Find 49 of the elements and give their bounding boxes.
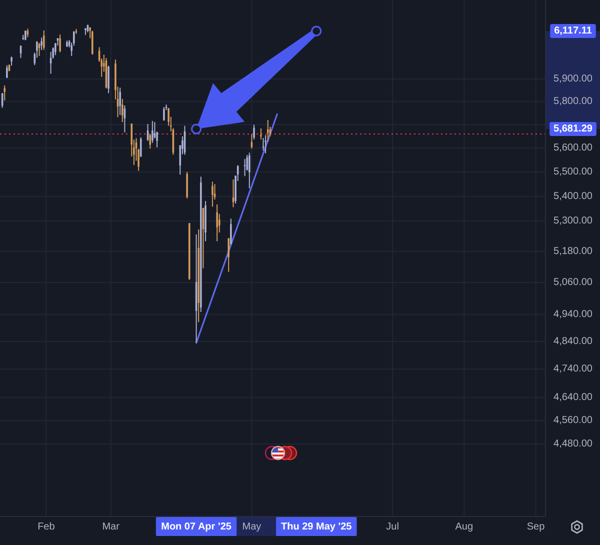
y-tick-label: 5,300.00 — [554, 216, 593, 227]
y-tick-label: 4,480.00 — [554, 438, 593, 450]
y-tick-label: 6,117.11 — [554, 26, 592, 37]
candlestick — [264, 134, 266, 154]
candlestick — [34, 52, 36, 66]
candlestick — [253, 124, 255, 140]
y-tick-label: 5,800.00 — [554, 96, 593, 108]
y-tick-label: 5,900.00 — [554, 73, 593, 84]
x-tick-label: Jul — [386, 522, 399, 532]
candlestick — [42, 30, 45, 50]
candlestick — [186, 172, 188, 200]
candlestick — [40, 37, 42, 51]
x-tick-label: Mon 07 Apr '25 — [161, 522, 232, 532]
candlestick — [119, 87, 121, 116]
candlestick — [266, 120, 269, 142]
y-tick-label: 5,180.00 — [554, 246, 593, 257]
x-tick-label: Thu 29 May '25 — [281, 522, 352, 532]
y-tick-label: 4,940.00 — [554, 308, 593, 320]
y-tick-label: 4,740.00 — [554, 364, 593, 375]
candlestick — [228, 238, 230, 272]
candlestick — [59, 34, 61, 53]
y-tick-label: 4,840.00 — [554, 336, 593, 347]
y-tick-label: 5,500.00 — [554, 166, 593, 178]
candlestick — [152, 120, 154, 144]
candlestick — [4, 84, 6, 101]
candlestick — [140, 136, 142, 158]
x-tick-label: Aug — [455, 522, 474, 532]
x-tick-label: Mar — [102, 522, 120, 532]
candlestick — [54, 42, 56, 56]
candlestick — [216, 204, 218, 242]
y-tick-label: 4,560.00 — [554, 414, 593, 426]
candlestick — [108, 65, 110, 94]
candlestick — [230, 218, 232, 245]
y-tick-label: 5,400.00 — [554, 190, 593, 202]
candlestick — [260, 128, 262, 140]
candlestick — [149, 133, 152, 150]
candlestick — [248, 152, 250, 189]
candlestick — [212, 181, 214, 208]
y-tick-label: 5,600.00 — [554, 142, 593, 154]
x-tick-label: May — [242, 522, 262, 532]
candlestick — [6, 64, 8, 78]
y-tick-label: 4,640.00 — [554, 392, 593, 403]
y-tick-label: 5,681.29 — [554, 124, 593, 135]
candlestick — [121, 98, 124, 123]
y-tick-label: 5,060.00 — [554, 277, 593, 288]
x-tick-label: Feb — [38, 522, 56, 532]
candlestick — [163, 106, 165, 121]
candlestick — [91, 30, 94, 56]
x-tick-label: Sep — [526, 522, 546, 532]
